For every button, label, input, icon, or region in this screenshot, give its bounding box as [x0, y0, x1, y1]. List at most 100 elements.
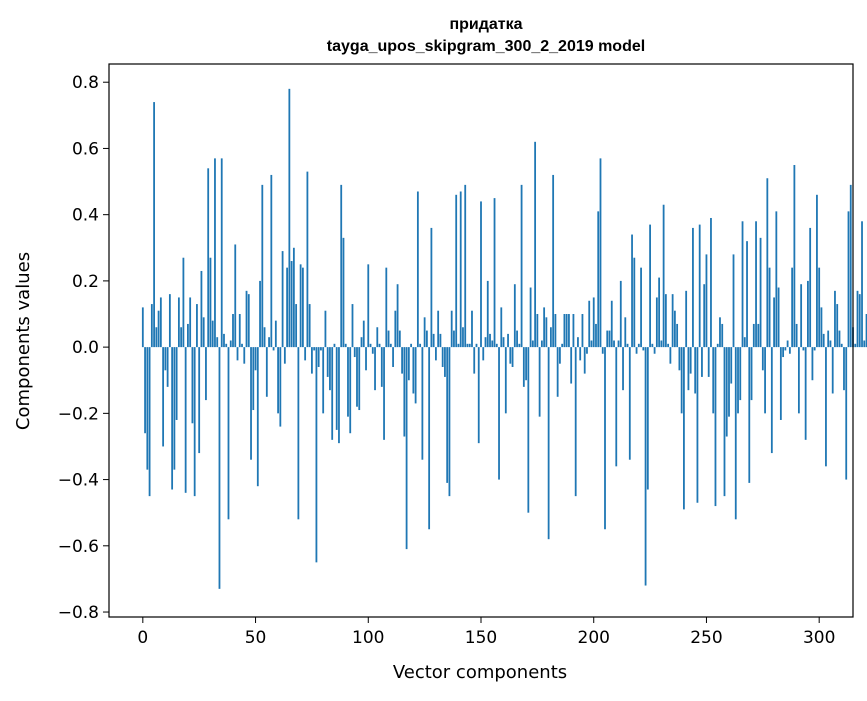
bar: [631, 234, 633, 348]
bar: [236, 347, 239, 361]
bar: [705, 254, 708, 348]
bar: [714, 347, 717, 507]
y-tick-label: −0.8: [58, 603, 99, 623]
bar: [565, 314, 568, 348]
bar: [836, 304, 839, 348]
bar: [268, 337, 270, 348]
bar: [646, 347, 649, 490]
bar: [347, 347, 349, 417]
y-axis-label: Components values: [13, 252, 34, 430]
bar: [597, 211, 600, 348]
bar: [540, 340, 543, 348]
bar: [403, 347, 406, 437]
bar: [286, 267, 289, 348]
y-tick-label: 0.0: [72, 338, 99, 358]
bar: [849, 184, 852, 348]
bar: [376, 327, 379, 348]
bar: [840, 343, 843, 348]
bar: [791, 267, 794, 348]
bar: [622, 347, 624, 391]
bar: [529, 287, 532, 348]
bar: [802, 347, 805, 351]
bar: [471, 310, 473, 348]
bar: [590, 340, 593, 348]
bar: [380, 347, 383, 387]
x-tick-label: 300: [803, 628, 835, 648]
bar: [439, 333, 442, 348]
bar: [536, 314, 539, 348]
bar: [807, 280, 809, 348]
bar: [658, 277, 661, 348]
bar: [520, 184, 523, 348]
bar: [746, 241, 748, 348]
bar: [547, 347, 550, 540]
bar: [475, 343, 478, 348]
bar: [272, 347, 275, 351]
bar: [344, 343, 347, 348]
bar: [482, 347, 485, 361]
bar: [493, 198, 496, 348]
bar: [696, 347, 699, 503]
bar: [586, 347, 588, 354]
bar: [162, 347, 165, 447]
bar: [484, 337, 487, 348]
bar: [270, 174, 273, 348]
bar: [545, 317, 548, 348]
bar: [297, 347, 300, 520]
bar: [489, 333, 491, 348]
bar: [511, 347, 514, 367]
bar: [254, 347, 257, 371]
bar: [252, 347, 255, 411]
bar: [392, 347, 394, 367]
bar: [153, 102, 155, 348]
bar: [177, 297, 180, 348]
bar: [304, 347, 307, 361]
bar: [412, 347, 415, 394]
bar: [818, 267, 821, 348]
bar: [563, 314, 566, 348]
bar: [405, 347, 408, 550]
bar: [680, 347, 683, 414]
bar: [279, 347, 282, 427]
bar: [644, 347, 647, 586]
bar: [387, 330, 390, 348]
bar: [283, 347, 286, 364]
bar: [827, 330, 830, 348]
bar: [175, 347, 178, 420]
bar: [741, 221, 744, 348]
bar: [196, 304, 198, 348]
bar: [703, 284, 706, 348]
bar: [245, 290, 248, 348]
bar: [701, 347, 703, 377]
bar: [847, 211, 850, 348]
bar: [205, 347, 207, 401]
bar: [259, 280, 261, 348]
bar: [144, 347, 146, 434]
bar: [342, 237, 345, 348]
bar: [229, 340, 232, 348]
bar: [716, 343, 719, 348]
bar: [752, 323, 755, 348]
bar: [599, 158, 602, 348]
bar: [559, 347, 561, 364]
bar: [689, 347, 692, 374]
bar: [444, 347, 446, 377]
bar: [606, 330, 609, 348]
bar: [216, 337, 219, 348]
bar: [432, 333, 435, 348]
bar: [662, 204, 665, 348]
bar: [480, 201, 482, 348]
x-axis-ticks: 0 50 100 150 200 250 300: [137, 617, 835, 648]
bar: [292, 247, 295, 348]
bar: [182, 257, 185, 348]
bar: [164, 347, 167, 371]
bar: [329, 347, 331, 391]
bar: [189, 297, 192, 348]
bar: [635, 347, 638, 354]
bar: [534, 141, 537, 348]
bar: [615, 347, 618, 467]
bar: [775, 211, 778, 348]
bar: [394, 310, 397, 348]
bar: [315, 347, 318, 563]
bar: [816, 194, 818, 348]
